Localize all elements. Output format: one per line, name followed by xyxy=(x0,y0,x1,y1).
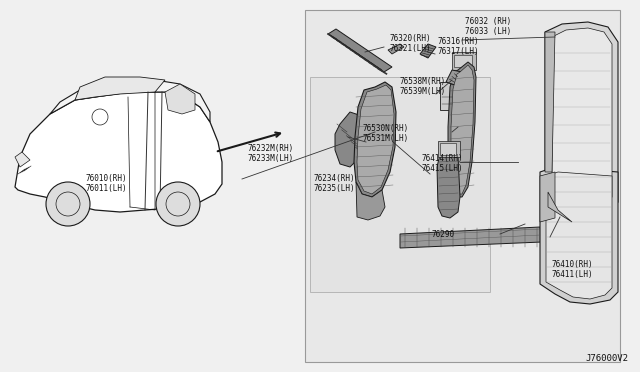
Text: 76410(RH)
76411(LH): 76410(RH) 76411(LH) xyxy=(552,260,594,279)
Polygon shape xyxy=(420,44,436,58)
Polygon shape xyxy=(165,84,195,114)
Polygon shape xyxy=(552,28,612,215)
Circle shape xyxy=(156,182,200,226)
Text: 76234(RH)
76235(LH): 76234(RH) 76235(LH) xyxy=(314,174,356,193)
Bar xyxy=(570,102,595,122)
Polygon shape xyxy=(437,150,460,218)
Text: 76232M(RH)
76233M(LH): 76232M(RH) 76233M(LH) xyxy=(248,144,294,163)
Text: 76032 (RH)
76033 (LH): 76032 (RH) 76033 (LH) xyxy=(465,17,511,36)
Text: 76010(RH)
76011(LH): 76010(RH) 76011(LH) xyxy=(85,174,127,193)
Bar xyxy=(452,52,476,70)
Text: 76290: 76290 xyxy=(432,230,455,239)
Text: 76320(RH)
76321(LH): 76320(RH) 76321(LH) xyxy=(390,34,431,54)
Polygon shape xyxy=(545,22,618,224)
Polygon shape xyxy=(50,80,210,122)
Polygon shape xyxy=(15,152,30,167)
Polygon shape xyxy=(446,70,462,86)
Polygon shape xyxy=(305,10,620,362)
Circle shape xyxy=(46,182,90,226)
Text: 76538M(RH)
76539M(LH): 76538M(RH) 76539M(LH) xyxy=(400,77,446,96)
Polygon shape xyxy=(388,44,404,54)
Polygon shape xyxy=(328,29,392,72)
Bar xyxy=(440,82,462,110)
Polygon shape xyxy=(335,112,368,167)
Polygon shape xyxy=(451,65,474,194)
Polygon shape xyxy=(400,227,542,248)
Text: 76414(RH)
76415(LH): 76414(RH) 76415(LH) xyxy=(422,154,463,173)
Polygon shape xyxy=(75,77,165,100)
Polygon shape xyxy=(545,32,555,172)
Polygon shape xyxy=(15,92,222,212)
Text: J76000V2: J76000V2 xyxy=(585,354,628,363)
Polygon shape xyxy=(354,82,396,197)
Polygon shape xyxy=(546,172,612,299)
Polygon shape xyxy=(540,167,618,304)
Bar xyxy=(440,143,456,155)
Polygon shape xyxy=(540,172,555,222)
Polygon shape xyxy=(448,62,476,197)
Text: 76316(RH)
76317(LH): 76316(RH) 76317(LH) xyxy=(438,37,479,57)
Bar xyxy=(438,141,460,157)
Polygon shape xyxy=(356,182,385,220)
Text: 76530N(RH)
76531M(LH): 76530N(RH) 76531M(LH) xyxy=(363,124,409,143)
Polygon shape xyxy=(548,192,572,222)
Bar xyxy=(575,107,590,117)
Polygon shape xyxy=(310,77,490,292)
Bar xyxy=(454,55,472,67)
Polygon shape xyxy=(357,85,394,194)
